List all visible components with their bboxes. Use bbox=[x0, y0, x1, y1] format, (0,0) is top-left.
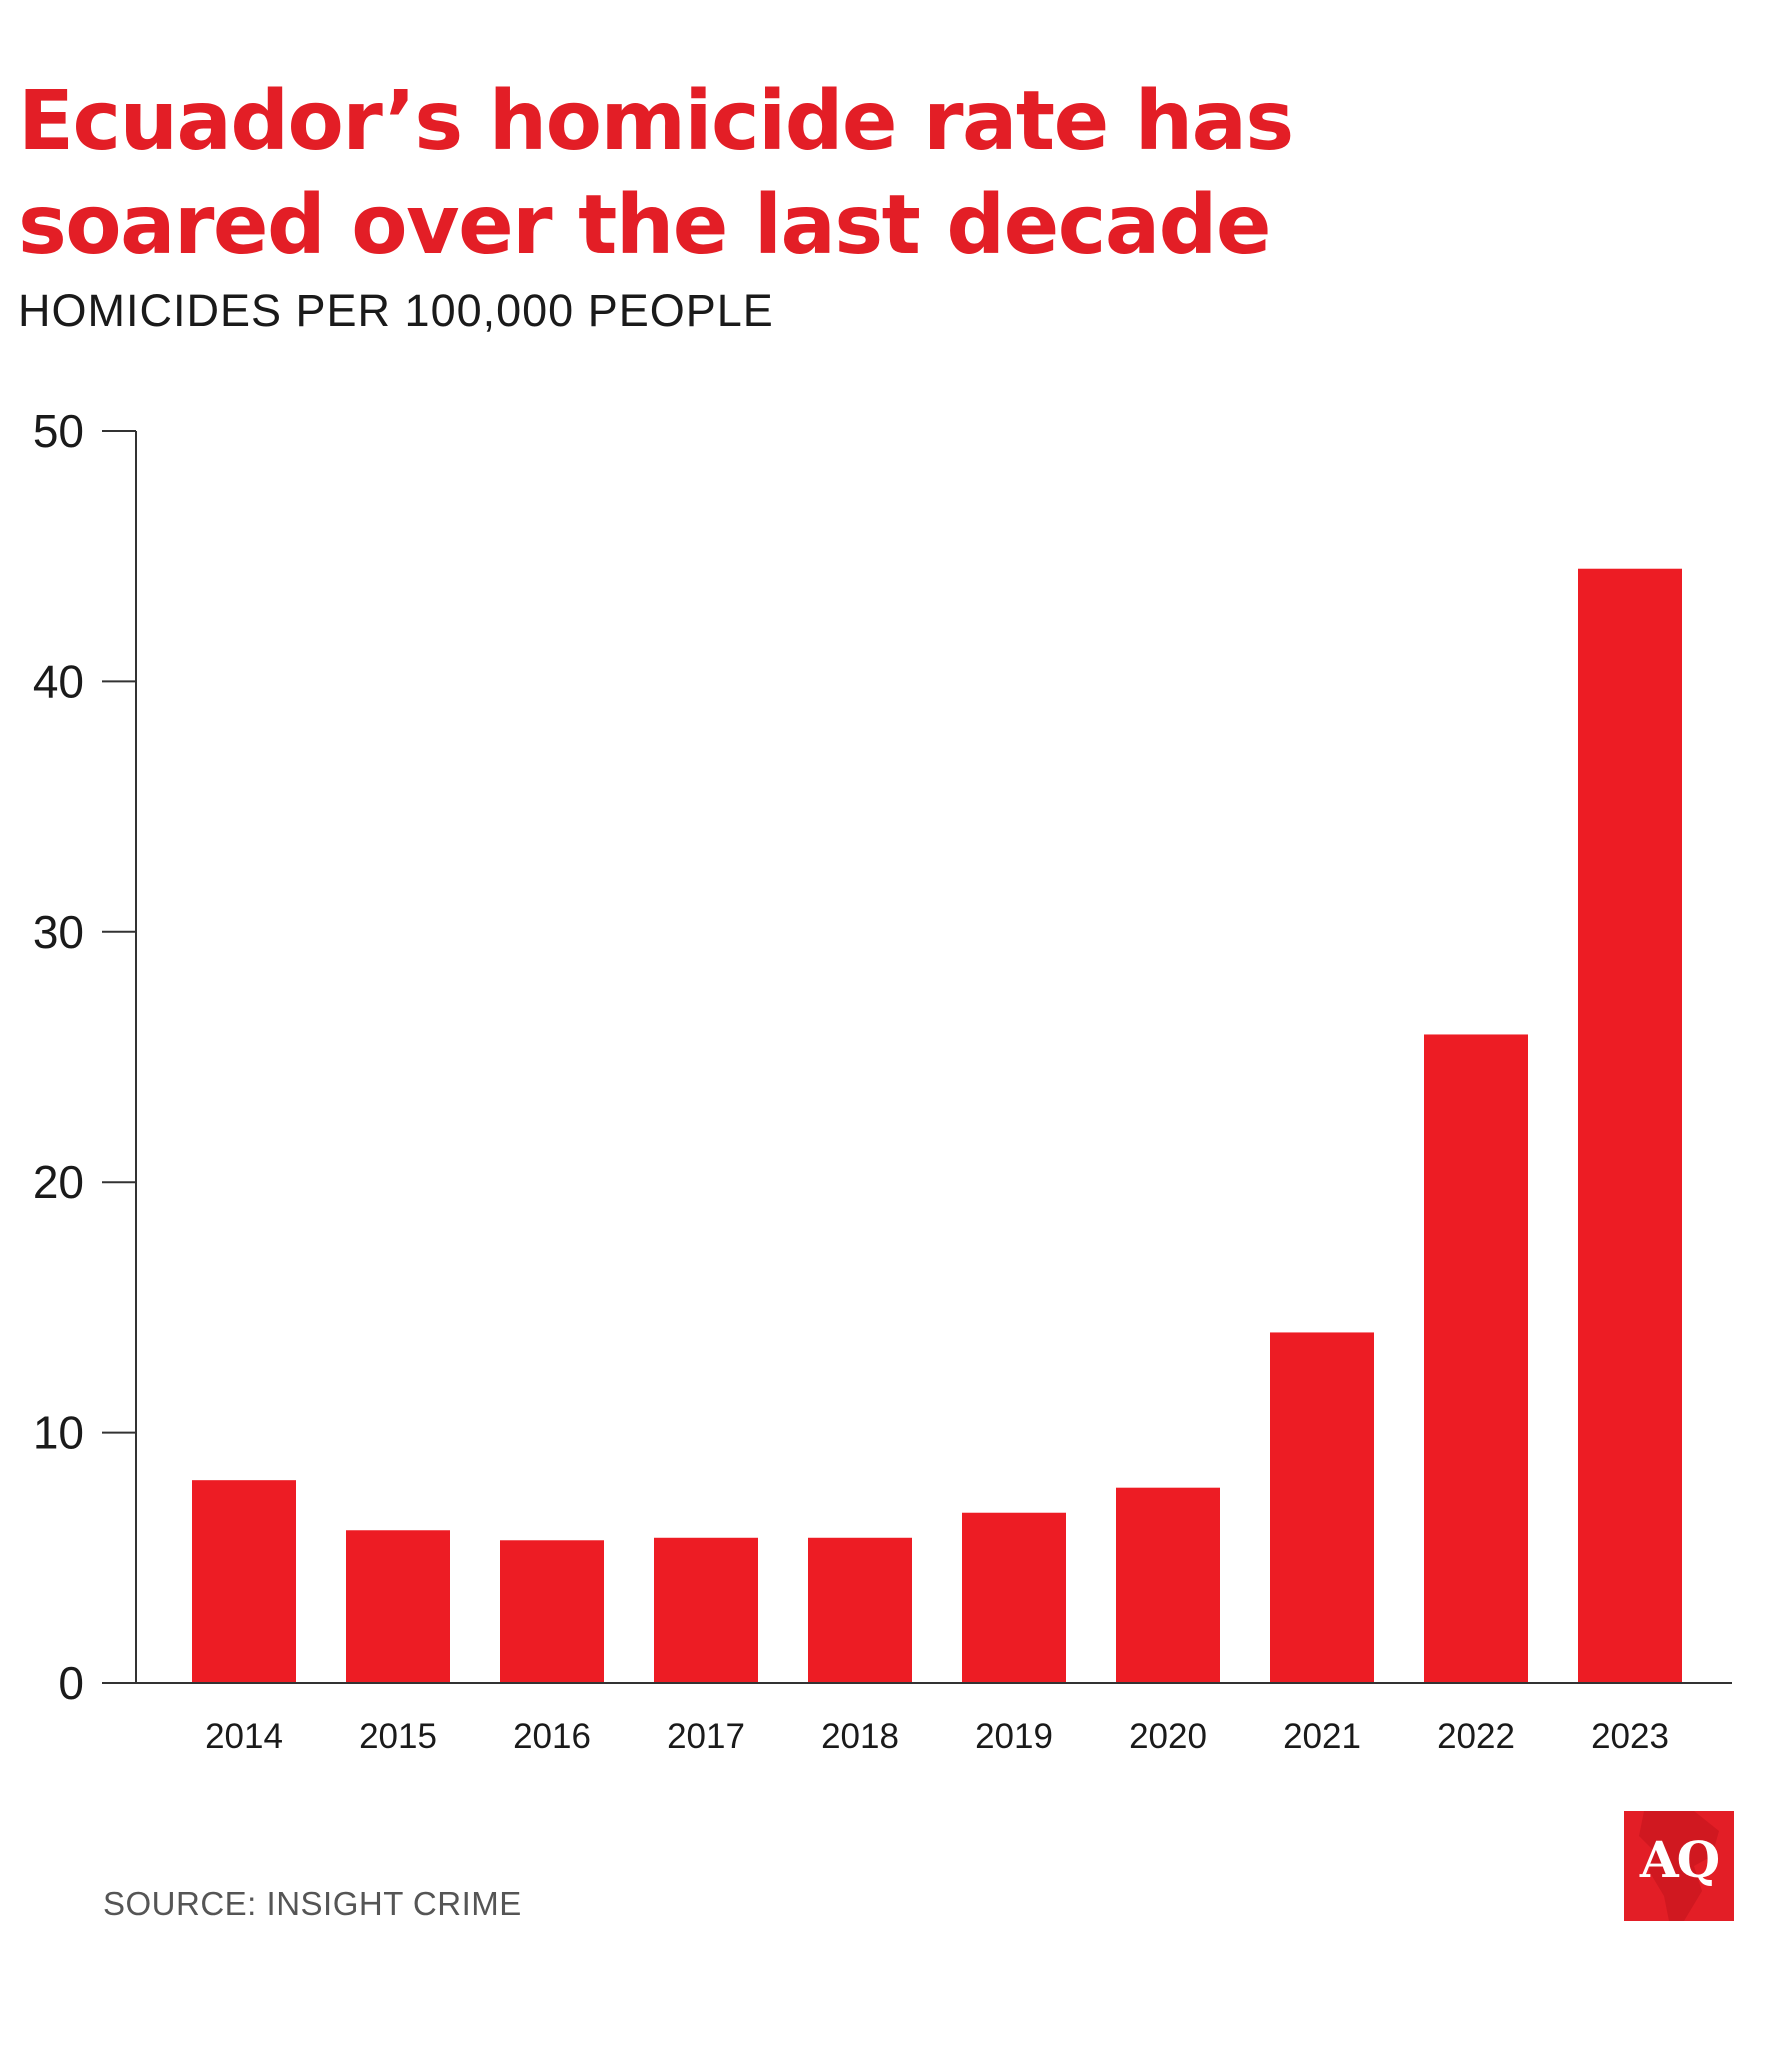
x-tick-label: 2023 bbox=[1591, 1717, 1669, 1756]
aq-logo: AQ bbox=[1624, 1811, 1734, 1921]
bar-2021 bbox=[1270, 1332, 1374, 1683]
bar-2022 bbox=[1424, 1034, 1528, 1683]
y-tick-label: 0 bbox=[58, 1657, 84, 1709]
bar-2023 bbox=[1578, 568, 1682, 1683]
x-tick-label: 2020 bbox=[1129, 1717, 1207, 1756]
bar-2020 bbox=[1116, 1487, 1220, 1683]
x-tick-label: 2022 bbox=[1437, 1717, 1515, 1756]
bars bbox=[192, 568, 1682, 1683]
bar-2018 bbox=[808, 1537, 912, 1683]
x-tick-label: 2021 bbox=[1283, 1717, 1361, 1756]
source-note: SOURCE: INSIGHT CRIME bbox=[103, 1885, 522, 1922]
x-tick-label: 2014 bbox=[205, 1717, 283, 1756]
y-axis: 0 10 20 30 40 50 bbox=[33, 405, 137, 1709]
bar-2017 bbox=[654, 1537, 758, 1683]
x-axis: 2014 2015 2016 2017 2018 2019 2020 2021 2022 2023 bbox=[136, 1682, 1732, 1756]
bar-2015 bbox=[346, 1530, 450, 1683]
chart-title: Ecuador’s homicide rate has soared over … bbox=[18, 74, 1294, 273]
y-tick-label: 10 bbox=[33, 1407, 84, 1459]
logo-text: AQ bbox=[1639, 1830, 1720, 1889]
bar-2014 bbox=[192, 1480, 296, 1683]
x-tick-label: 2016 bbox=[513, 1717, 591, 1756]
bar-2016 bbox=[500, 1540, 604, 1683]
x-tick-label: 2015 bbox=[359, 1717, 437, 1756]
bar-2019 bbox=[962, 1512, 1066, 1683]
map-watermark-icon bbox=[1639, 1811, 1719, 1921]
y-tick-label: 30 bbox=[33, 906, 84, 958]
y-tick-label: 20 bbox=[33, 1156, 84, 1208]
x-tick-label: 2017 bbox=[667, 1717, 745, 1756]
x-tick-label: 2019 bbox=[975, 1717, 1053, 1756]
y-tick-label: 50 bbox=[33, 405, 84, 457]
chart-subtitle: HOMICIDES PER 100,000 PEOPLE bbox=[18, 285, 774, 336]
x-tick-label: 2018 bbox=[821, 1717, 899, 1756]
y-tick-label: 40 bbox=[33, 655, 84, 707]
bar-chart: 0 10 20 30 40 50 2014 2015 2016 2017 2018 2019 2020… bbox=[33, 405, 1732, 1756]
